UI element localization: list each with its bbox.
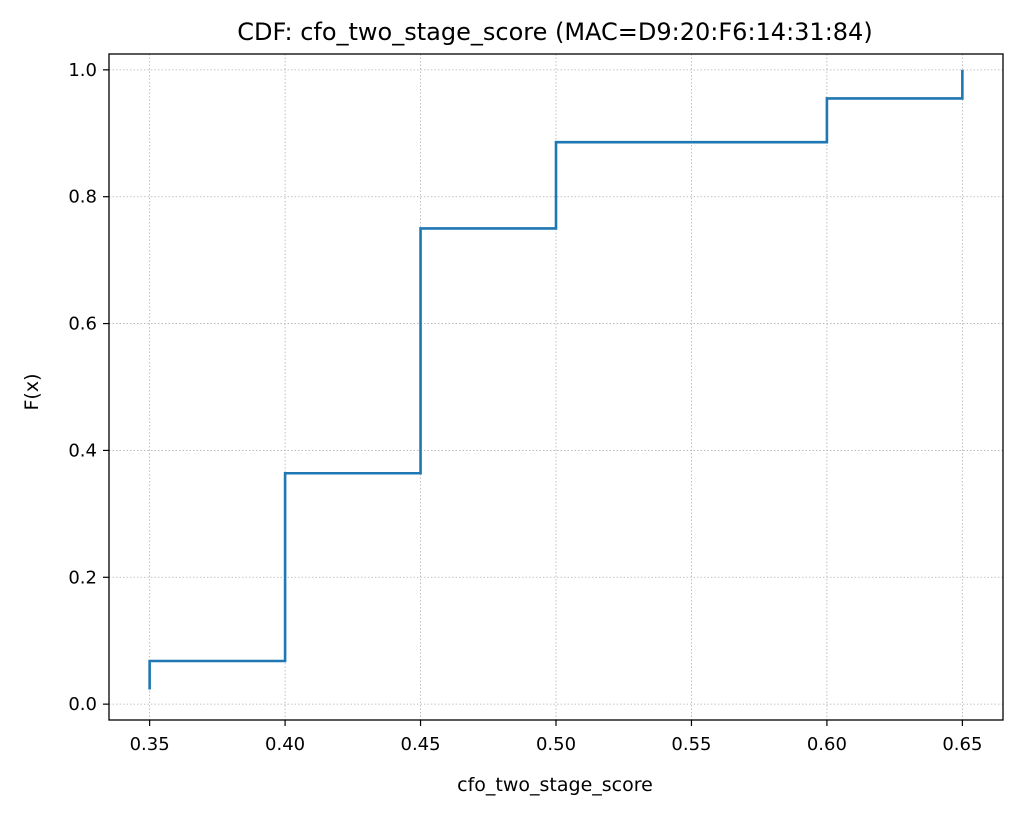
y-tick-label: 0.4 xyxy=(68,440,97,461)
x-tick-label: 0.40 xyxy=(265,734,305,755)
x-tick-label: 0.45 xyxy=(401,734,441,755)
y-tick-label: 0.6 xyxy=(68,314,97,335)
x-tick-label: 0.55 xyxy=(671,734,711,755)
x-axis-label: cfo_two_stage_score xyxy=(457,774,653,796)
y-tick-label: 0.0 xyxy=(68,694,97,715)
chart-title: CDF: cfo_two_stage_score (MAC=D9:20:F6:1… xyxy=(237,18,872,46)
y-tick-label: 1.0 xyxy=(68,60,97,81)
x-tick-label: 0.50 xyxy=(536,734,576,755)
series-layer xyxy=(148,69,964,690)
tick-layer: 0.35 0.40 0.45 0.50 0.55 0.60 0.65 0.0 0.2 0.4 0.6… xyxy=(68,60,982,755)
cdf-step-line xyxy=(148,69,964,690)
y-tick-label: 0.2 xyxy=(68,567,97,588)
x-tick-label: 0.60 xyxy=(807,734,847,755)
x-tick-label: 0.65 xyxy=(942,734,982,755)
y-axis-label: F(x) xyxy=(21,374,43,411)
y-tick-label: 0.8 xyxy=(68,187,97,208)
x-tick-label: 0.35 xyxy=(130,734,170,755)
